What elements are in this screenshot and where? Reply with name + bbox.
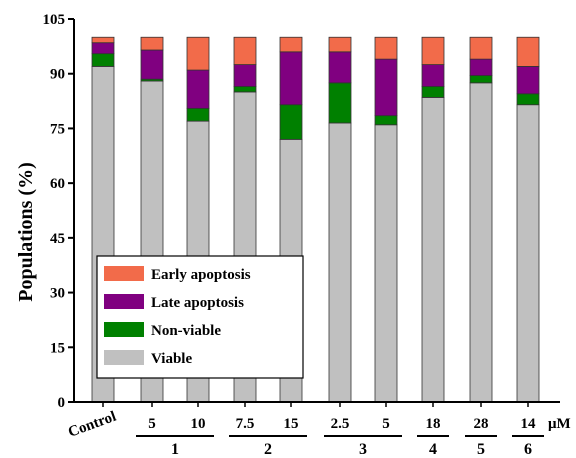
bar-segment-viable-7 [421, 97, 445, 403]
bar-segment-non-viable-4 [279, 104, 303, 140]
legend-label-early-apoptosis: Early apoptosis [151, 267, 251, 283]
bar-segment-early-apoptosis-4 [279, 36, 303, 53]
bar-segment-early-apoptosis-8 [469, 36, 493, 60]
y-tick-label: 75 [50, 121, 65, 137]
bar-segment-early-apoptosis-3 [233, 36, 257, 65]
x-tick-label: 15 [284, 416, 299, 432]
bar-segment-late-apoptosis-4 [279, 51, 303, 106]
group-label: 2 [264, 441, 272, 458]
group-label: 6 [524, 441, 532, 458]
x-tick-label: 10 [191, 416, 206, 432]
bar-segment-non-viable-9 [516, 93, 540, 106]
bar-segment-early-apoptosis-6 [374, 36, 398, 60]
bar-segment-late-apoptosis-6 [374, 58, 398, 117]
group-label: 5 [477, 441, 485, 458]
bar-segment-early-apoptosis-1 [140, 36, 164, 51]
legend-swatch-non-viable [104, 322, 144, 337]
bar-segment-early-apoptosis-7 [421, 36, 445, 65]
x-tick-label: 5 [148, 416, 156, 432]
x-tick-label: Control [66, 409, 118, 441]
x-tick-label: 14 [521, 416, 537, 432]
x-tick-label: 2.5 [331, 416, 350, 432]
y-tick-label: 105 [43, 12, 66, 28]
bar-segment-late-apoptosis-1 [140, 49, 164, 80]
bar-segment-early-apoptosis-2 [186, 36, 210, 71]
y-axis-title: Populations (%) [15, 162, 37, 301]
legend-label-late-apoptosis: Late apoptosis [151, 295, 244, 311]
bar-segment-late-apoptosis-3 [233, 64, 257, 87]
unit-label: μM [548, 416, 571, 432]
legend-label-viable: Viable [151, 351, 192, 367]
y-tick-label: 30 [50, 286, 65, 302]
bar-segment-early-apoptosis-0 [91, 36, 115, 44]
y-tick-label: 0 [58, 395, 66, 411]
bar-segment-late-apoptosis-0 [91, 42, 115, 55]
bar-segment-early-apoptosis-9 [516, 36, 540, 67]
bar-segment-non-viable-0 [91, 53, 115, 67]
y-tick-label: 45 [50, 231, 65, 247]
axes-layer: 0 15 30 45 60 75 90 105 [43, 12, 560, 411]
bar-segment-non-viable-7 [421, 86, 445, 98]
x-axis-labels: Control 5 10 7.5 15 2.5 5 18 28 14 μM 1 2 3 4 5 6 [66, 409, 571, 458]
bar-segment-late-apoptosis-9 [516, 66, 540, 95]
bar-segment-late-apoptosis-2 [186, 69, 210, 109]
bar-segment-non-viable-6 [374, 115, 398, 126]
bar-segment-late-apoptosis-7 [421, 64, 445, 87]
legend-swatch-early-apoptosis [104, 266, 144, 281]
bar-segment-late-apoptosis-5 [328, 51, 352, 84]
bar-segment-non-viable-2 [186, 107, 210, 122]
y-tick-label: 90 [50, 67, 65, 83]
x-tick-label: 7.5 [236, 416, 255, 432]
legend-swatch-viable [104, 350, 144, 365]
legend-swatch-late-apoptosis [104, 294, 144, 309]
bar-segment-viable-9 [516, 104, 540, 403]
bar-segment-viable-8 [469, 82, 493, 403]
group-label: 4 [429, 441, 437, 458]
group-label: 1 [171, 441, 179, 458]
legend: Early apoptosis Late apoptosis Non-viable V… [96, 255, 304, 379]
bar-segment-non-viable-8 [469, 75, 493, 84]
bar-segment-viable-5 [328, 122, 352, 403]
bar-segment-viable-6 [374, 124, 398, 403]
group-label: 3 [359, 441, 367, 458]
x-tick-label: 28 [474, 416, 489, 432]
y-tick-label: 15 [50, 340, 65, 356]
bar-segment-late-apoptosis-8 [469, 58, 493, 76]
legend-label-non-viable: Non-viable [151, 323, 221, 339]
x-tick-label: 5 [382, 416, 390, 432]
x-tick-label: 18 [426, 416, 441, 432]
bar-segment-non-viable-5 [328, 82, 352, 124]
bar-segment-non-viable-3 [233, 86, 257, 93]
y-tick-label: 60 [50, 176, 65, 192]
bar-segment-early-apoptosis-5 [328, 36, 352, 53]
